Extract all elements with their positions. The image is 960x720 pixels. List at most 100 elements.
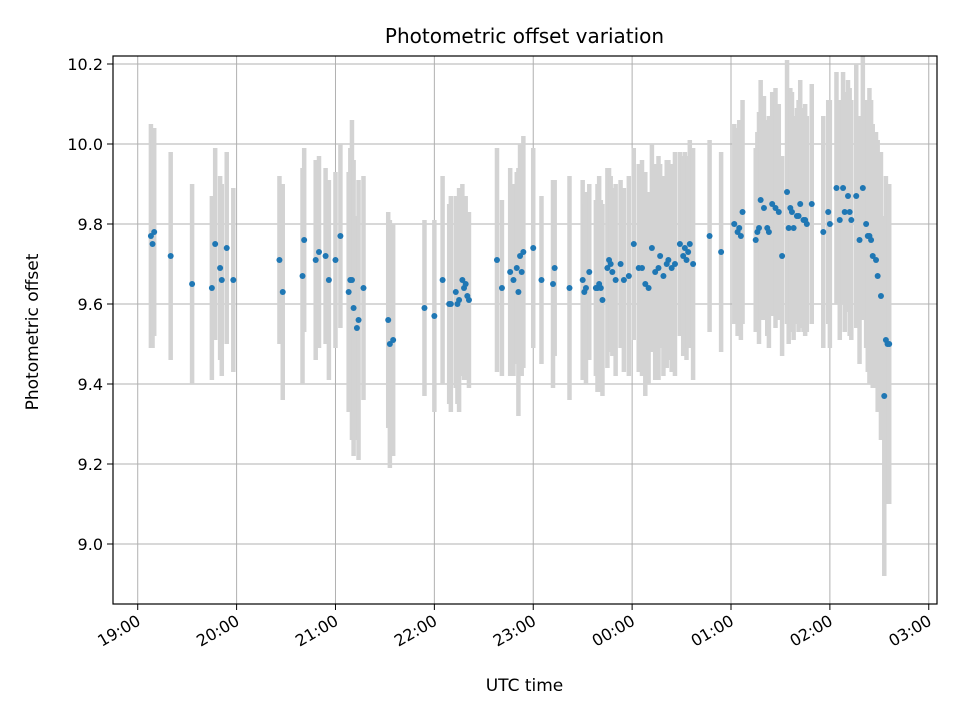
data-point	[760, 205, 767, 211]
data-point	[731, 221, 738, 227]
data-point	[845, 193, 852, 199]
data-point	[518, 269, 525, 275]
data-point	[456, 297, 463, 303]
data-point	[517, 253, 524, 259]
data-point	[765, 229, 772, 235]
data-point	[515, 289, 522, 295]
data-point	[645, 285, 652, 291]
data-point	[147, 233, 154, 239]
data-point	[833, 185, 840, 191]
data-point	[639, 265, 646, 271]
data-point	[431, 313, 438, 319]
data-point	[212, 241, 219, 247]
data-point	[312, 257, 319, 263]
y-tick-label: 9.4	[78, 375, 103, 394]
data-point	[337, 233, 344, 239]
data-point	[820, 229, 827, 235]
data-point	[652, 269, 659, 275]
data-point	[299, 273, 306, 279]
data-point	[630, 241, 637, 247]
data-point	[617, 261, 624, 267]
data-point	[385, 317, 392, 323]
data-point	[520, 249, 527, 255]
data-point	[668, 265, 675, 271]
data-point	[846, 209, 853, 215]
y-tick-label: 9.2	[78, 455, 103, 474]
data-point	[655, 265, 662, 271]
data-point	[848, 217, 855, 223]
y-tick-label: 9.6	[78, 295, 103, 314]
data-point	[447, 301, 454, 307]
data-point	[877, 293, 884, 299]
data-point	[671, 261, 678, 267]
data-point	[657, 253, 664, 259]
data-point	[223, 245, 230, 251]
data-point	[676, 241, 683, 247]
data-point	[612, 277, 619, 283]
data-point	[279, 289, 286, 295]
data-point	[599, 297, 606, 303]
data-point	[873, 257, 880, 263]
data-point	[665, 257, 672, 263]
data-point	[769, 201, 776, 207]
data-point	[507, 269, 514, 275]
data-point	[752, 237, 759, 243]
data-point	[151, 229, 158, 235]
data-point	[493, 257, 500, 263]
data-point	[868, 237, 875, 243]
data-point	[775, 209, 782, 215]
data-point	[625, 273, 632, 279]
data-point	[607, 261, 614, 267]
data-point	[803, 221, 810, 227]
data-point	[795, 213, 802, 219]
chart-title: Photometric offset variation	[385, 24, 664, 48]
data-point	[886, 341, 893, 347]
data-point	[462, 281, 469, 287]
data-point	[881, 393, 888, 399]
data-point	[579, 277, 586, 283]
x-axis-title: UTC time	[486, 676, 564, 696]
data-point	[360, 285, 367, 291]
data-point	[648, 245, 655, 251]
data-point	[538, 277, 545, 283]
data-point	[737, 233, 744, 239]
y-tick-label: 10.0	[67, 135, 103, 154]
data-point	[756, 225, 763, 231]
data-point	[465, 297, 472, 303]
data-point	[836, 217, 843, 223]
data-point	[551, 265, 558, 271]
data-point	[840, 185, 847, 191]
data-point	[218, 277, 225, 283]
y-tick-label: 9.0	[78, 535, 103, 554]
data-point	[345, 289, 352, 295]
data-point	[869, 253, 876, 259]
data-point	[149, 241, 156, 247]
data-point	[718, 249, 725, 255]
data-point	[530, 245, 537, 251]
data-point	[550, 281, 557, 287]
data-point	[167, 253, 174, 259]
y-axis-ticks: 9.0 9.2 9.4 9.6 9.8 10.0 10.2	[67, 55, 113, 554]
data-point	[686, 241, 693, 247]
data-point	[856, 237, 863, 243]
data-point	[316, 249, 322, 255]
data-point	[350, 305, 357, 311]
data-point	[681, 245, 688, 251]
data-point	[217, 265, 224, 271]
data-point	[332, 257, 339, 263]
data-point	[859, 185, 866, 191]
data-point	[208, 285, 215, 291]
data-point	[620, 277, 627, 283]
y-tick-label: 9.8	[78, 215, 103, 234]
data-point	[790, 225, 797, 231]
data-point	[736, 225, 743, 231]
data-point	[739, 209, 746, 215]
data-point	[510, 277, 517, 283]
data-point	[604, 265, 611, 271]
data-point	[863, 221, 870, 227]
data-point	[498, 285, 505, 291]
data-point	[685, 249, 692, 255]
data-point	[841, 209, 848, 215]
